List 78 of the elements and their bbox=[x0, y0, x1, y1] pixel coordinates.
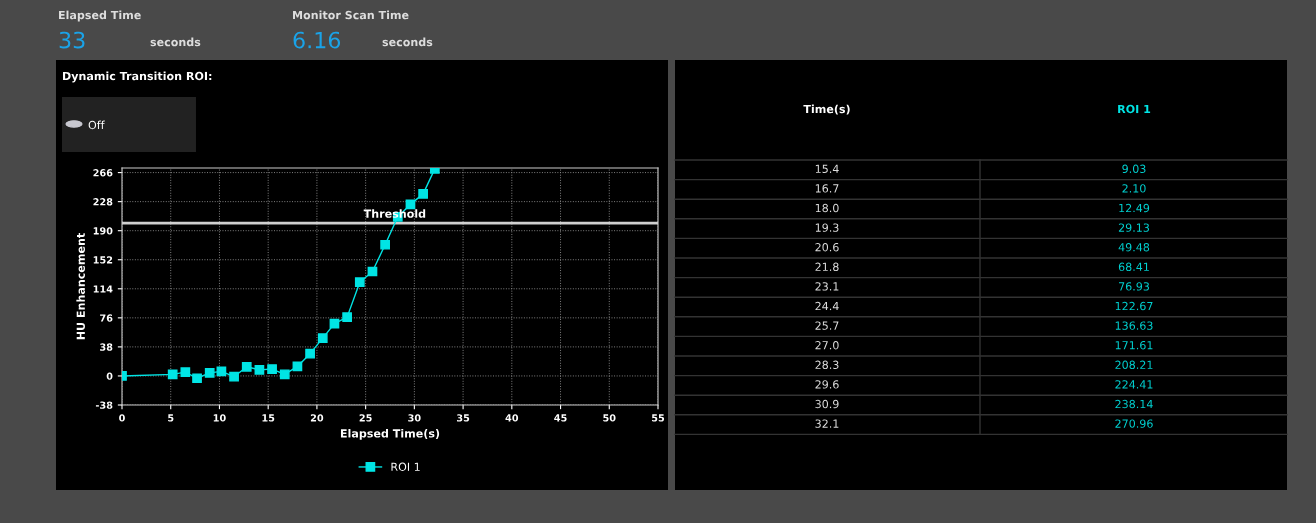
text: Off bbox=[88, 120, 105, 130]
text: 76.93 bbox=[1119, 282, 1150, 291]
text: 24.4 bbox=[815, 301, 839, 311]
x-tick-label: 45 bbox=[554, 414, 567, 422]
x-axis-title: Elapsed Time(s) bbox=[340, 428, 440, 440]
point bbox=[254, 364, 265, 375]
point bbox=[192, 373, 202, 384]
point bbox=[305, 348, 315, 359]
x-tick-label: 15 bbox=[262, 414, 275, 422]
text: 16.7 bbox=[815, 184, 839, 193]
point bbox=[418, 189, 428, 199]
text: 28.3 bbox=[815, 360, 839, 370]
y-tick-label: 266 bbox=[93, 169, 113, 177]
point bbox=[180, 367, 191, 377]
legend-label: ROI 1 bbox=[391, 462, 420, 471]
text: Dynamic Transition ROI: bbox=[63, 71, 212, 83]
point bbox=[329, 318, 340, 329]
x-tick-label: 20 bbox=[310, 414, 324, 422]
y-tick-label: -38 bbox=[95, 401, 113, 409]
text: 19.3 bbox=[815, 223, 839, 232]
text: 6.16 bbox=[293, 31, 341, 49]
text: 49.48 bbox=[1118, 243, 1150, 252]
point bbox=[267, 364, 277, 374]
y-tick-label: 114 bbox=[93, 285, 113, 293]
text: 2.10 bbox=[1122, 184, 1146, 193]
text: 23.1 bbox=[815, 282, 839, 291]
y-tick-label: 38 bbox=[100, 343, 113, 351]
text: 30.9 bbox=[815, 399, 839, 409]
text: 12.49 bbox=[1119, 203, 1150, 213]
text: 224.41 bbox=[1115, 380, 1153, 389]
y-tick-label: 190 bbox=[93, 227, 113, 235]
x-tick-label: 0 bbox=[119, 414, 125, 422]
text: 122.67 bbox=[1115, 301, 1153, 311]
point bbox=[279, 369, 290, 380]
text: 18.0 bbox=[815, 203, 839, 213]
text: Monitor Scan Time bbox=[293, 10, 409, 20]
text: 171.61 bbox=[1115, 341, 1153, 350]
x-tick-label: 35 bbox=[456, 414, 470, 422]
y-tick-label: 152 bbox=[93, 256, 113, 264]
text: 32.1 bbox=[815, 419, 839, 428]
text: 9.03 bbox=[1122, 164, 1146, 174]
text: 238.14 bbox=[1115, 399, 1153, 409]
x-tick-label: 40 bbox=[505, 414, 519, 422]
text: seconds bbox=[382, 37, 433, 47]
y-tick-label: 76 bbox=[100, 314, 113, 322]
text: seconds bbox=[150, 37, 201, 47]
x-tick-label: 5 bbox=[168, 414, 174, 422]
text: Time(s) bbox=[803, 104, 850, 115]
y-tick-label: 0 bbox=[106, 372, 113, 380]
text: 29.6 bbox=[815, 380, 839, 389]
text: 68.41 bbox=[1118, 262, 1149, 272]
text: 270.96 bbox=[1115, 419, 1153, 428]
y-axis-title: HU Enhancement bbox=[76, 233, 85, 340]
text: 25.7 bbox=[815, 321, 839, 330]
x-tick-label: 30 bbox=[408, 414, 421, 422]
point bbox=[380, 239, 390, 250]
text: 29.13 bbox=[1118, 223, 1150, 232]
y-tick-label: 228 bbox=[93, 198, 113, 206]
x-tick-label: 50 bbox=[603, 414, 616, 422]
x-tick-label: 25 bbox=[359, 414, 372, 422]
x-tick-label: 10 bbox=[213, 414, 226, 422]
text: 15.4 bbox=[815, 164, 839, 174]
point bbox=[229, 371, 239, 382]
text: 136.63 bbox=[1115, 321, 1153, 330]
text: Elapsed Time bbox=[59, 10, 141, 22]
text: 208.21 bbox=[1115, 360, 1153, 370]
text: 20.6 bbox=[815, 243, 839, 252]
text: ROI 1 bbox=[1118, 104, 1151, 114]
text: 21.8 bbox=[815, 262, 839, 272]
point bbox=[241, 361, 252, 372]
point bbox=[317, 333, 328, 343]
text: 27.0 bbox=[815, 341, 839, 350]
point bbox=[204, 368, 215, 378]
text: 33 bbox=[59, 31, 85, 49]
x-tick-label: 55 bbox=[651, 414, 665, 422]
point bbox=[354, 277, 365, 288]
point bbox=[342, 312, 352, 322]
point bbox=[167, 369, 178, 380]
